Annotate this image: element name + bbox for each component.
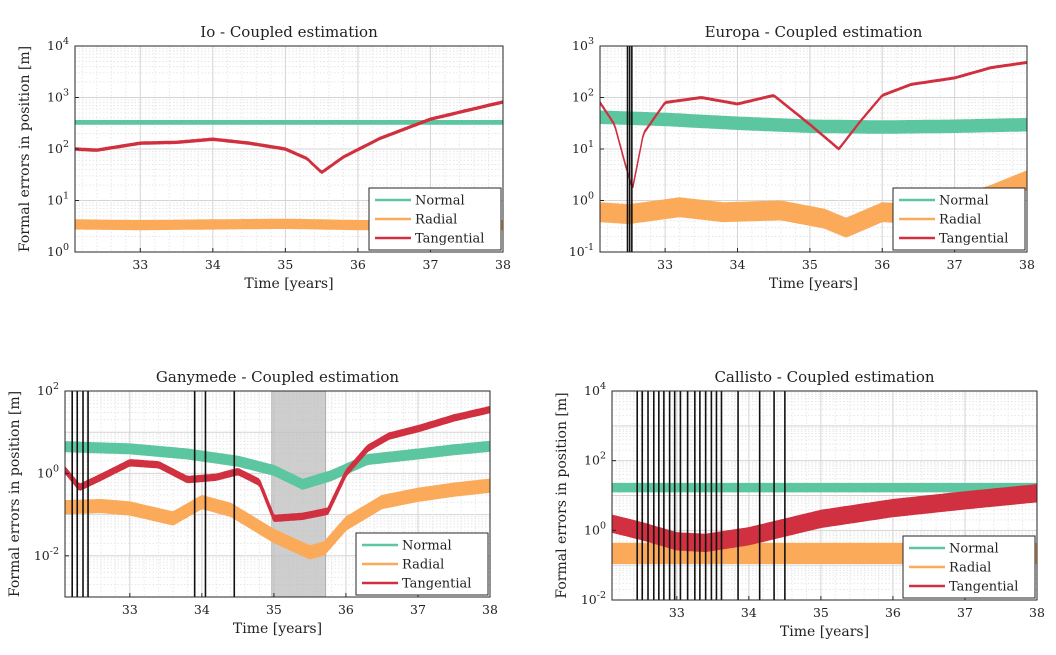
- y-tick-label: 104: [47, 36, 69, 53]
- x-tick-label: 37: [957, 605, 973, 620]
- x-tick-label: 34: [194, 602, 210, 617]
- x-tick-label: 37: [947, 257, 963, 272]
- x-tick-label: 35: [802, 257, 818, 272]
- legend: Normal Radial Tangential: [892, 187, 1026, 251]
- y-tick-label: 10-1: [569, 242, 594, 259]
- x-tick-label: 33: [657, 257, 673, 272]
- chart-title: Io - Coupled estimation: [200, 23, 378, 41]
- legend: Normal Radial Tangential: [355, 532, 489, 596]
- x-tick-label: 36: [350, 257, 366, 272]
- panel-europa: 33 34 35 36 37 38 10-1 100 101 102 103 Europa - Cou…: [569, 23, 1035, 292]
- grid: [75, 46, 503, 252]
- x-tick-label: 34: [205, 257, 221, 272]
- x-tick-label: 33: [669, 605, 685, 620]
- series-normal: [75, 120, 503, 125]
- y-tick-label: 10-2: [34, 546, 59, 563]
- x-tick-label: 35: [266, 602, 282, 617]
- y-tick-label: 101: [47, 191, 69, 208]
- axes-frame: [64, 390, 491, 598]
- panel-callisto: 33 34 35 36 37 38 104 102 100 10-2 Callisto - Coup…: [554, 368, 1045, 640]
- y-axis-label: Formal errors in position [m]: [554, 392, 570, 598]
- x-tick-label: 35: [277, 257, 293, 272]
- y-tick-label: 104: [584, 381, 606, 398]
- y-tick-label: 101: [572, 139, 594, 156]
- x-tick-label: 34: [730, 257, 746, 272]
- legend: Normal Radial Tangential: [368, 187, 502, 251]
- y-tick-label: 103: [47, 88, 69, 105]
- y-tick-label: 100: [47, 242, 69, 259]
- x-axis-label: Time [years]: [769, 276, 858, 292]
- legend-label-radial: Radial: [415, 213, 457, 228]
- y-tick-label: 100: [584, 520, 606, 537]
- shaded-interval: [271, 391, 327, 597]
- panel-io: 33 34 35 36 37 38 100 101 102 103 104 Io - Coupled …: [17, 23, 511, 292]
- legend-label-radial: Radial: [939, 213, 981, 228]
- legend-label-normal: Normal: [415, 194, 465, 209]
- x-tick-label: 33: [122, 602, 138, 617]
- x-tick-label: 37: [423, 257, 439, 272]
- series-normal: [600, 110, 1027, 134]
- series-normal: [612, 482, 1037, 493]
- x-tick-label: 38: [495, 257, 511, 272]
- legend-box: [892, 187, 1026, 251]
- legend-label-radial: Radial: [402, 558, 444, 573]
- x-tick-label: 38: [482, 602, 498, 617]
- series-tangential: [75, 100, 503, 174]
- y-tick-label: 102: [37, 381, 59, 398]
- x-tick-label: 36: [338, 602, 354, 617]
- x-axis-label: Time [years]: [780, 624, 869, 640]
- y-axis-label: Formal errors in position [m]: [7, 391, 23, 597]
- x-tick-label: 33: [132, 257, 148, 272]
- x-tick-label: 38: [1029, 605, 1045, 620]
- series-tangential: [600, 60, 1027, 188]
- y-tick-label: 100: [37, 463, 59, 480]
- series-tangential: [612, 484, 1037, 552]
- legend-label-normal: Normal: [949, 542, 999, 557]
- legend: Normal Radial Tangential: [902, 535, 1036, 599]
- legend-label-normal: Normal: [939, 194, 989, 209]
- x-axis-label: Time [years]: [244, 276, 333, 292]
- axes-frame: [611, 390, 1038, 601]
- chart-title: Ganymede - Coupled estimation: [156, 368, 399, 386]
- chart-title: Europa - Coupled estimation: [705, 23, 923, 41]
- x-axis-label: Time [years]: [233, 621, 322, 637]
- legend-label-tangential: Tangential: [939, 232, 1008, 247]
- x-tick-label: 34: [741, 605, 757, 620]
- y-tick-label: 100: [572, 191, 594, 208]
- y-tick-label: 102: [584, 451, 606, 468]
- y-tick-label: 102: [572, 88, 594, 105]
- legend-label-tangential: Tangential: [415, 232, 484, 247]
- x-tick-label: 36: [885, 605, 901, 620]
- chart-title: Callisto - Coupled estimation: [714, 368, 934, 386]
- x-tick-label: 36: [874, 257, 890, 272]
- panel-ganymede: 33 34 35 36 37 38 102 100 10-2 Ganymede - Coupled…: [7, 368, 498, 637]
- y-tick-label: 10-2: [581, 590, 606, 607]
- legend-label-radial: Radial: [949, 561, 991, 576]
- x-tick-label: 38: [1019, 257, 1035, 272]
- legend-label-tangential: Tangential: [949, 580, 1018, 595]
- x-tick-label: 35: [813, 605, 829, 620]
- y-tick-label: 102: [47, 139, 69, 156]
- legend-label-tangential: Tangential: [402, 577, 471, 592]
- y-tick-label: 103: [572, 36, 594, 53]
- legend-label-normal: Normal: [402, 539, 452, 554]
- y-axis-label: Formal errors in position [m]: [17, 46, 33, 252]
- x-tick-label: 37: [410, 602, 426, 617]
